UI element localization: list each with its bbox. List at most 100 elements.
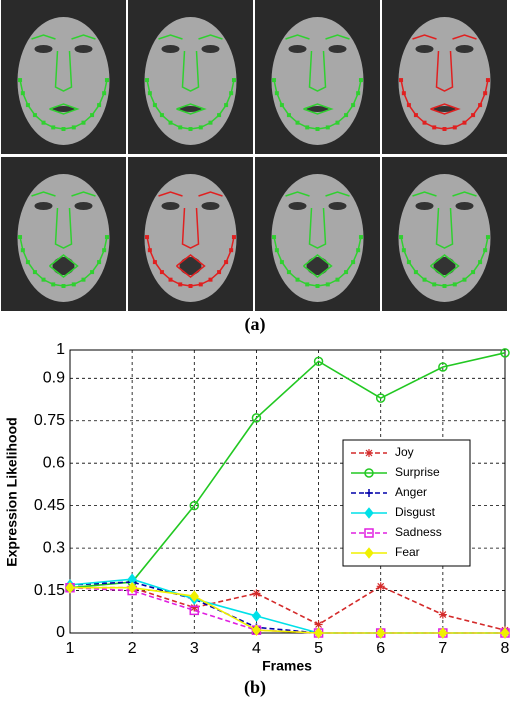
landmark xyxy=(224,260,229,265)
x-tick-label: 1 xyxy=(66,640,75,657)
panel-label: (b) xyxy=(244,677,266,698)
landmark xyxy=(32,270,37,275)
marker xyxy=(65,581,75,594)
marker xyxy=(189,500,200,511)
landmark xyxy=(315,284,320,288)
marker xyxy=(365,489,373,497)
landmark xyxy=(198,125,203,130)
marker xyxy=(364,547,374,559)
face-image-grid xyxy=(1,0,507,311)
landmark xyxy=(295,120,300,125)
face-image xyxy=(382,0,507,154)
eye xyxy=(455,202,474,210)
landmark xyxy=(356,248,361,253)
series-line xyxy=(70,585,506,631)
landmark xyxy=(25,103,30,108)
y-axis-label: Expression Likelihood xyxy=(4,417,20,566)
landmark xyxy=(413,270,418,275)
landmark xyxy=(217,270,222,275)
x-tick-label: 4 xyxy=(252,640,261,657)
landmark xyxy=(462,277,467,282)
eye xyxy=(161,45,180,53)
eye xyxy=(34,202,53,210)
landmark xyxy=(432,282,437,287)
landmark xyxy=(286,270,291,275)
marker xyxy=(127,581,137,594)
marker xyxy=(376,582,385,591)
landmark-line xyxy=(31,34,56,40)
marker xyxy=(313,627,324,639)
landmark-line xyxy=(430,103,461,115)
landmark xyxy=(147,248,152,253)
landmark xyxy=(145,235,150,240)
landmark xyxy=(159,113,164,118)
landmark xyxy=(295,277,300,282)
landmark xyxy=(97,260,102,265)
marker xyxy=(189,605,200,616)
eye xyxy=(161,202,180,210)
landmark xyxy=(147,91,152,96)
landmark xyxy=(358,235,363,240)
landmark-line xyxy=(49,103,80,115)
landmark xyxy=(344,270,349,275)
face xyxy=(271,174,364,302)
y-tick-label: 1 xyxy=(56,341,65,358)
landmark xyxy=(274,91,279,96)
marker xyxy=(313,356,324,367)
landmark xyxy=(231,235,236,240)
marker xyxy=(251,624,262,636)
legend-label: Sadness xyxy=(395,525,442,539)
eye xyxy=(74,45,93,53)
eye xyxy=(455,45,474,53)
face-image xyxy=(128,0,253,154)
y-tick-label: 0.3 xyxy=(43,539,65,556)
mouth xyxy=(179,106,202,112)
landmark xyxy=(41,120,46,125)
landmark xyxy=(422,277,427,282)
landmark xyxy=(325,282,330,287)
landmark xyxy=(61,284,66,288)
face-image xyxy=(255,0,380,154)
legend-label: Joy xyxy=(395,445,414,459)
landmark xyxy=(452,282,457,287)
marker xyxy=(376,627,386,639)
marker xyxy=(190,603,199,612)
landmark xyxy=(485,235,490,240)
eye xyxy=(34,45,53,53)
landmark-line xyxy=(54,207,73,249)
landmark-line xyxy=(181,50,200,92)
landmark xyxy=(432,125,437,130)
series-line xyxy=(69,352,506,589)
eye xyxy=(328,45,347,53)
landmark xyxy=(399,235,404,240)
landmark xyxy=(344,113,349,118)
marker xyxy=(251,610,262,622)
landmark xyxy=(145,78,150,83)
x-tick-label: 8 xyxy=(501,640,510,657)
marker xyxy=(438,610,447,619)
face-image xyxy=(1,0,126,154)
landmark-line xyxy=(158,34,183,40)
landmark xyxy=(279,260,284,265)
landmark xyxy=(399,78,404,83)
landmark xyxy=(178,282,183,287)
landmark-line xyxy=(49,254,79,278)
landmark xyxy=(208,277,213,282)
landmark xyxy=(483,91,488,96)
landmark-line xyxy=(325,191,350,197)
landmark xyxy=(81,277,86,282)
y-tick-label: 0.9 xyxy=(43,370,65,387)
marker xyxy=(438,362,448,372)
landmark xyxy=(406,103,411,108)
face xyxy=(144,174,237,302)
marker xyxy=(364,528,374,538)
marker xyxy=(500,348,510,358)
landmark xyxy=(20,91,25,96)
landmark xyxy=(90,113,95,118)
landmark-line xyxy=(176,254,206,278)
landmark xyxy=(305,282,310,287)
eye xyxy=(415,45,434,53)
landmark xyxy=(478,260,483,265)
landmark-line xyxy=(452,191,477,197)
